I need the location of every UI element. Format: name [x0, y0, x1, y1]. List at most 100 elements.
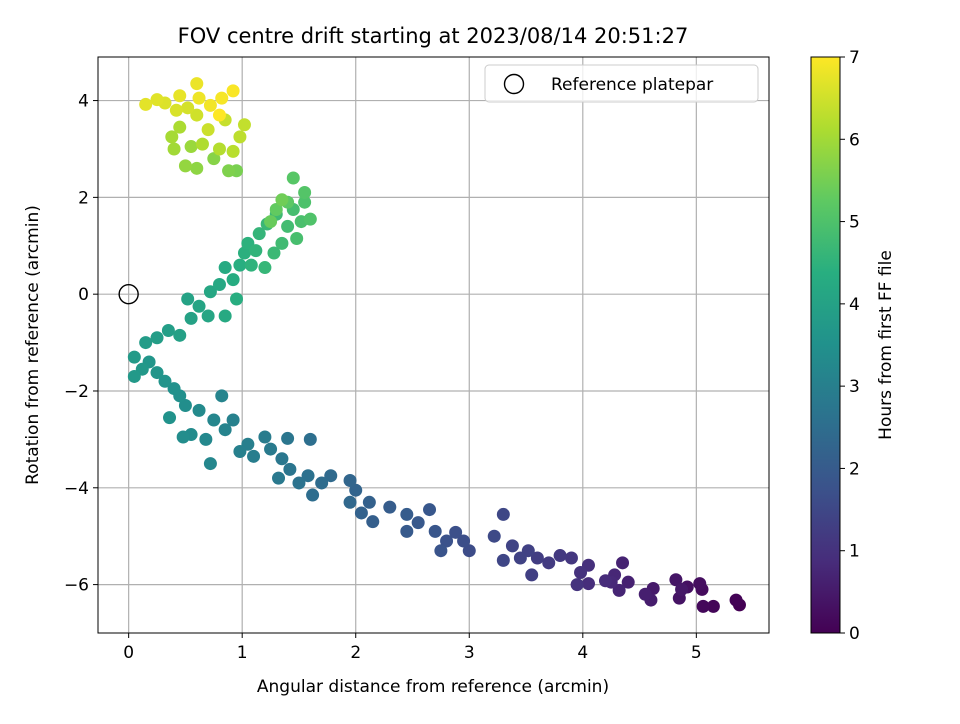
data-point [315, 476, 329, 490]
data-point [621, 575, 635, 589]
data-point [729, 593, 743, 607]
y-tick-label: −2 [64, 382, 89, 402]
data-point [218, 261, 232, 275]
data-point [161, 323, 175, 337]
data-point [530, 551, 544, 565]
data-point [258, 430, 272, 444]
data-point [190, 77, 204, 91]
y-axis-label: Rotation from reference (arcmin) [23, 205, 43, 485]
plot-frame [97, 56, 770, 634]
data-point [215, 91, 229, 105]
colorbar-tick-label: 4 [849, 295, 860, 315]
y-tick-label: 2 [78, 188, 89, 208]
data-point [505, 539, 519, 553]
data-point [233, 444, 247, 458]
data-point [400, 524, 414, 538]
data-point [696, 599, 710, 613]
data-point [247, 449, 261, 463]
data-point [281, 219, 295, 233]
data-point [173, 120, 187, 134]
data-point [290, 232, 304, 246]
data-point [306, 488, 320, 502]
data-point [230, 292, 244, 306]
data-point [167, 142, 181, 156]
data-point [675, 582, 689, 596]
data-point [192, 299, 206, 313]
data-point [272, 471, 286, 485]
data-point [264, 215, 278, 229]
legend-box [484, 64, 759, 103]
colorbar-tick-label: 2 [849, 459, 860, 479]
data-point [496, 553, 510, 567]
data-point [181, 101, 195, 115]
data-point [190, 161, 204, 175]
data-point [706, 599, 720, 613]
data-point [581, 577, 595, 591]
y-tick-label: −4 [64, 479, 89, 499]
data-point [298, 186, 312, 200]
x-tick-label: 3 [464, 643, 475, 663]
data-point [267, 246, 281, 260]
legend: Reference platepar [484, 64, 759, 103]
data-point [165, 130, 179, 144]
data-point [207, 413, 221, 427]
data-point [169, 103, 183, 117]
data-point [275, 452, 289, 466]
data-point [203, 98, 217, 112]
data-point [226, 273, 240, 287]
data-point [201, 123, 215, 137]
data-point [638, 587, 652, 601]
data-point [222, 164, 236, 178]
data-point [233, 258, 247, 272]
data-point [301, 469, 315, 483]
data-point [564, 551, 578, 565]
data-point [693, 577, 707, 591]
data-point [343, 474, 357, 488]
data-point [570, 578, 584, 592]
colorbar-tick-label: 5 [849, 213, 860, 233]
data-point [252, 227, 266, 241]
data-point [286, 171, 300, 185]
data-point [190, 108, 204, 122]
data-point [226, 84, 240, 98]
x-tick-label: 5 [691, 643, 702, 663]
data-point [203, 285, 217, 299]
data-point [139, 336, 153, 350]
data-point [612, 583, 626, 597]
data-point [449, 525, 463, 539]
data-point [383, 500, 397, 514]
colorbar-tick-label: 6 [849, 130, 860, 150]
data-point [176, 430, 190, 444]
colorbar-ticks: 0 1 2 3 4 5 6 7 [840, 48, 860, 644]
data-point [269, 202, 283, 216]
data-point [275, 236, 289, 250]
data-point [487, 529, 501, 543]
data-point [218, 423, 232, 437]
colorbar: 0 1 2 3 4 5 6 7 Hours from first FF file [810, 48, 896, 644]
x-axis-ticks: 0 1 2 3 4 5 [123, 633, 702, 663]
x-tick-label: 0 [123, 643, 134, 663]
data-point [215, 389, 229, 403]
data-point [411, 516, 425, 530]
legend-entry-label: Reference platepar [551, 75, 713, 95]
data-point [264, 442, 278, 456]
data-point [434, 544, 448, 558]
data-point [218, 309, 232, 323]
data-point [233, 130, 247, 144]
y-tick-label: −6 [64, 576, 89, 596]
data-point [462, 544, 476, 558]
data-point [669, 573, 683, 587]
data-point [163, 411, 177, 425]
data-point [150, 331, 164, 345]
data-point [212, 277, 226, 291]
data-point [281, 431, 295, 445]
y-tick-label: 4 [78, 92, 89, 112]
data-point [173, 328, 187, 342]
data-point [178, 399, 192, 413]
data-point [207, 152, 221, 166]
data-point [362, 495, 376, 509]
data-point [212, 108, 226, 122]
data-point [275, 193, 289, 207]
y-tick-label: 0 [78, 285, 89, 305]
